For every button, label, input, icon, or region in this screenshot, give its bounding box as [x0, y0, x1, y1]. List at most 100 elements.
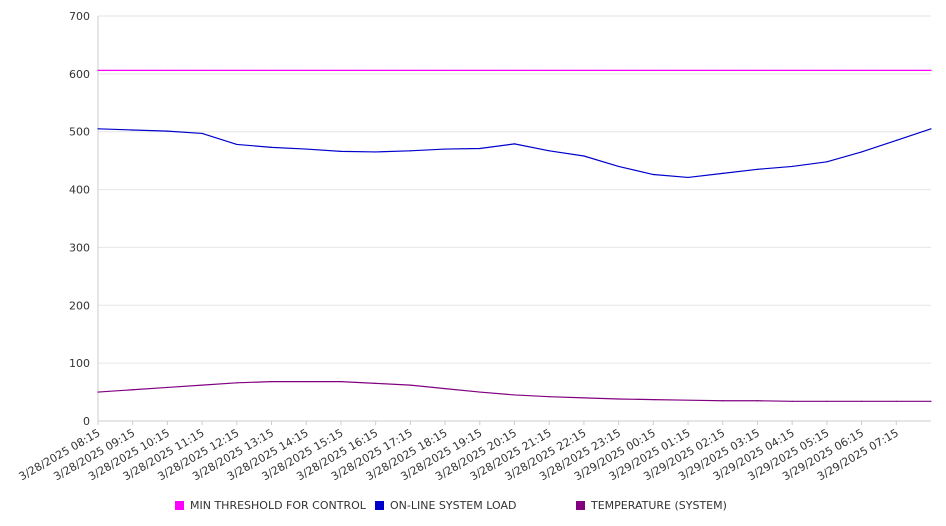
data-point-series-2 [687, 399, 689, 401]
data-point-series-1 [826, 161, 828, 163]
data-point-series-2 [548, 396, 550, 398]
y-tick-label: 300 [69, 241, 90, 254]
legend-swatch-temperature [576, 501, 585, 510]
data-point-series-2 [444, 388, 446, 390]
data-point-series-2 [826, 400, 828, 402]
data-point-series-0 [722, 69, 724, 71]
y-tick-label: 100 [69, 357, 90, 370]
data-point-series-0 [930, 69, 932, 71]
data-point-series-2 [652, 398, 654, 401]
data-point-series-0 [132, 69, 134, 71]
y-tick-label: 0 [83, 415, 90, 428]
data-point-series-0 [236, 69, 238, 71]
data-point-series-2 [513, 394, 516, 396]
data-point-series-2 [756, 400, 759, 402]
data-point-series-2 [583, 397, 585, 399]
data-point-series-1 [201, 132, 203, 135]
data-point-series-2 [895, 400, 897, 402]
legend-swatch-min-threshold [175, 501, 184, 510]
data-point-series-1 [548, 150, 550, 152]
legend-item-min-threshold: MIN THRESHOLD FOR CONTROL [175, 499, 366, 512]
legend-label-min-threshold: MIN THRESHOLD FOR CONTROL [190, 499, 366, 512]
data-point-series-0 [583, 69, 585, 71]
data-point-series-1 [444, 148, 446, 150]
data-point-series-1 [479, 147, 481, 150]
legend: MIN THRESHOLD FOR CONTROL ON-LINE SYSTEM… [0, 499, 946, 513]
data-point-series-1 [513, 143, 516, 145]
data-point-series-2 [375, 382, 377, 384]
data-point-series-1 [409, 150, 411, 152]
data-point-series-0 [652, 69, 654, 71]
data-point-series-2 [618, 398, 620, 400]
y-tick-label: 200 [69, 299, 90, 312]
data-point-series-1 [722, 172, 724, 174]
y-tick-label: 400 [69, 184, 90, 197]
data-point-series-0 [375, 69, 377, 71]
data-point-series-0 [270, 69, 273, 71]
data-point-series-2 [270, 381, 273, 383]
data-point-series-0 [687, 69, 689, 71]
legend-item-system-load: ON-LINE SYSTEM LOAD [375, 499, 516, 512]
data-point-series-0 [479, 69, 481, 71]
data-point-series-0 [97, 69, 99, 71]
data-point-series-1 [340, 150, 342, 152]
data-point-series-2 [860, 400, 863, 402]
data-point-series-1 [687, 176, 689, 179]
y-tick-label: 500 [69, 126, 90, 139]
data-point-series-2 [97, 391, 99, 393]
legend-label-temperature: TEMPERATURE (SYSTEM) [591, 499, 727, 512]
data-point-series-1 [618, 165, 620, 168]
x-tick-labels: 3/28/2025 08:153/28/2025 09:153/28/2025 … [17, 426, 901, 483]
data-point-series-2 [930, 400, 932, 402]
data-point-series-0 [548, 69, 550, 71]
data-point-series-2 [305, 381, 307, 383]
data-point-series-1 [895, 139, 897, 141]
data-point-series-1 [132, 129, 134, 131]
series-line-2 [97, 381, 931, 402]
legend-item-temperature: TEMPERATURE (SYSTEM) [576, 499, 727, 512]
data-point-series-1 [166, 130, 169, 132]
data-point-series-0 [340, 69, 342, 71]
y-tick-label: 600 [69, 68, 90, 81]
data-point-series-1 [583, 155, 585, 157]
data-point-series-0 [860, 69, 863, 71]
data-point-series-0 [513, 69, 516, 71]
data-point-series-0 [895, 69, 897, 71]
data-point-series-2 [201, 384, 203, 386]
data-point-series-2 [722, 400, 724, 402]
data-point-series-0 [791, 69, 793, 71]
legend-label-system-load: ON-LINE SYSTEM LOAD [390, 499, 517, 512]
data-point-series-0 [756, 69, 759, 71]
y-tick-labels: 0 100 200 300 400 500 600 700 [69, 10, 90, 428]
data-point-series-2 [340, 381, 342, 383]
data-point-series-1 [791, 165, 793, 168]
data-point-series-0 [166, 69, 169, 71]
data-point-series-1 [652, 173, 654, 176]
data-point-series-0 [201, 69, 203, 71]
data-point-series-0 [826, 69, 828, 71]
data-point-series-2 [166, 386, 169, 389]
data-point-series-2 [409, 384, 411, 386]
data-point-series-1 [236, 143, 238, 146]
series-line-1 [97, 128, 932, 179]
data-point-series-2 [479, 391, 481, 393]
data-point-series-1 [375, 151, 377, 153]
data-point-series-1 [860, 151, 863, 153]
y-tick-label: 700 [69, 10, 90, 23]
data-point-series-1 [97, 128, 99, 130]
data-point-series-1 [756, 168, 759, 170]
data-point-series-1 [305, 148, 307, 150]
data-point-series-2 [236, 382, 238, 384]
data-point-series-1 [270, 146, 273, 148]
data-point-series-0 [618, 69, 620, 71]
data-point-series-2 [791, 400, 793, 402]
data-point-series-2 [132, 389, 134, 391]
data-point-series-0 [409, 69, 411, 71]
data-point-series-0 [305, 69, 307, 71]
axis-layer [97, 16, 931, 425]
legend-swatch-system-load [375, 501, 384, 510]
data-point-series-1 [930, 128, 932, 130]
series-layer [97, 69, 932, 402]
grid-layer [98, 15, 931, 364]
